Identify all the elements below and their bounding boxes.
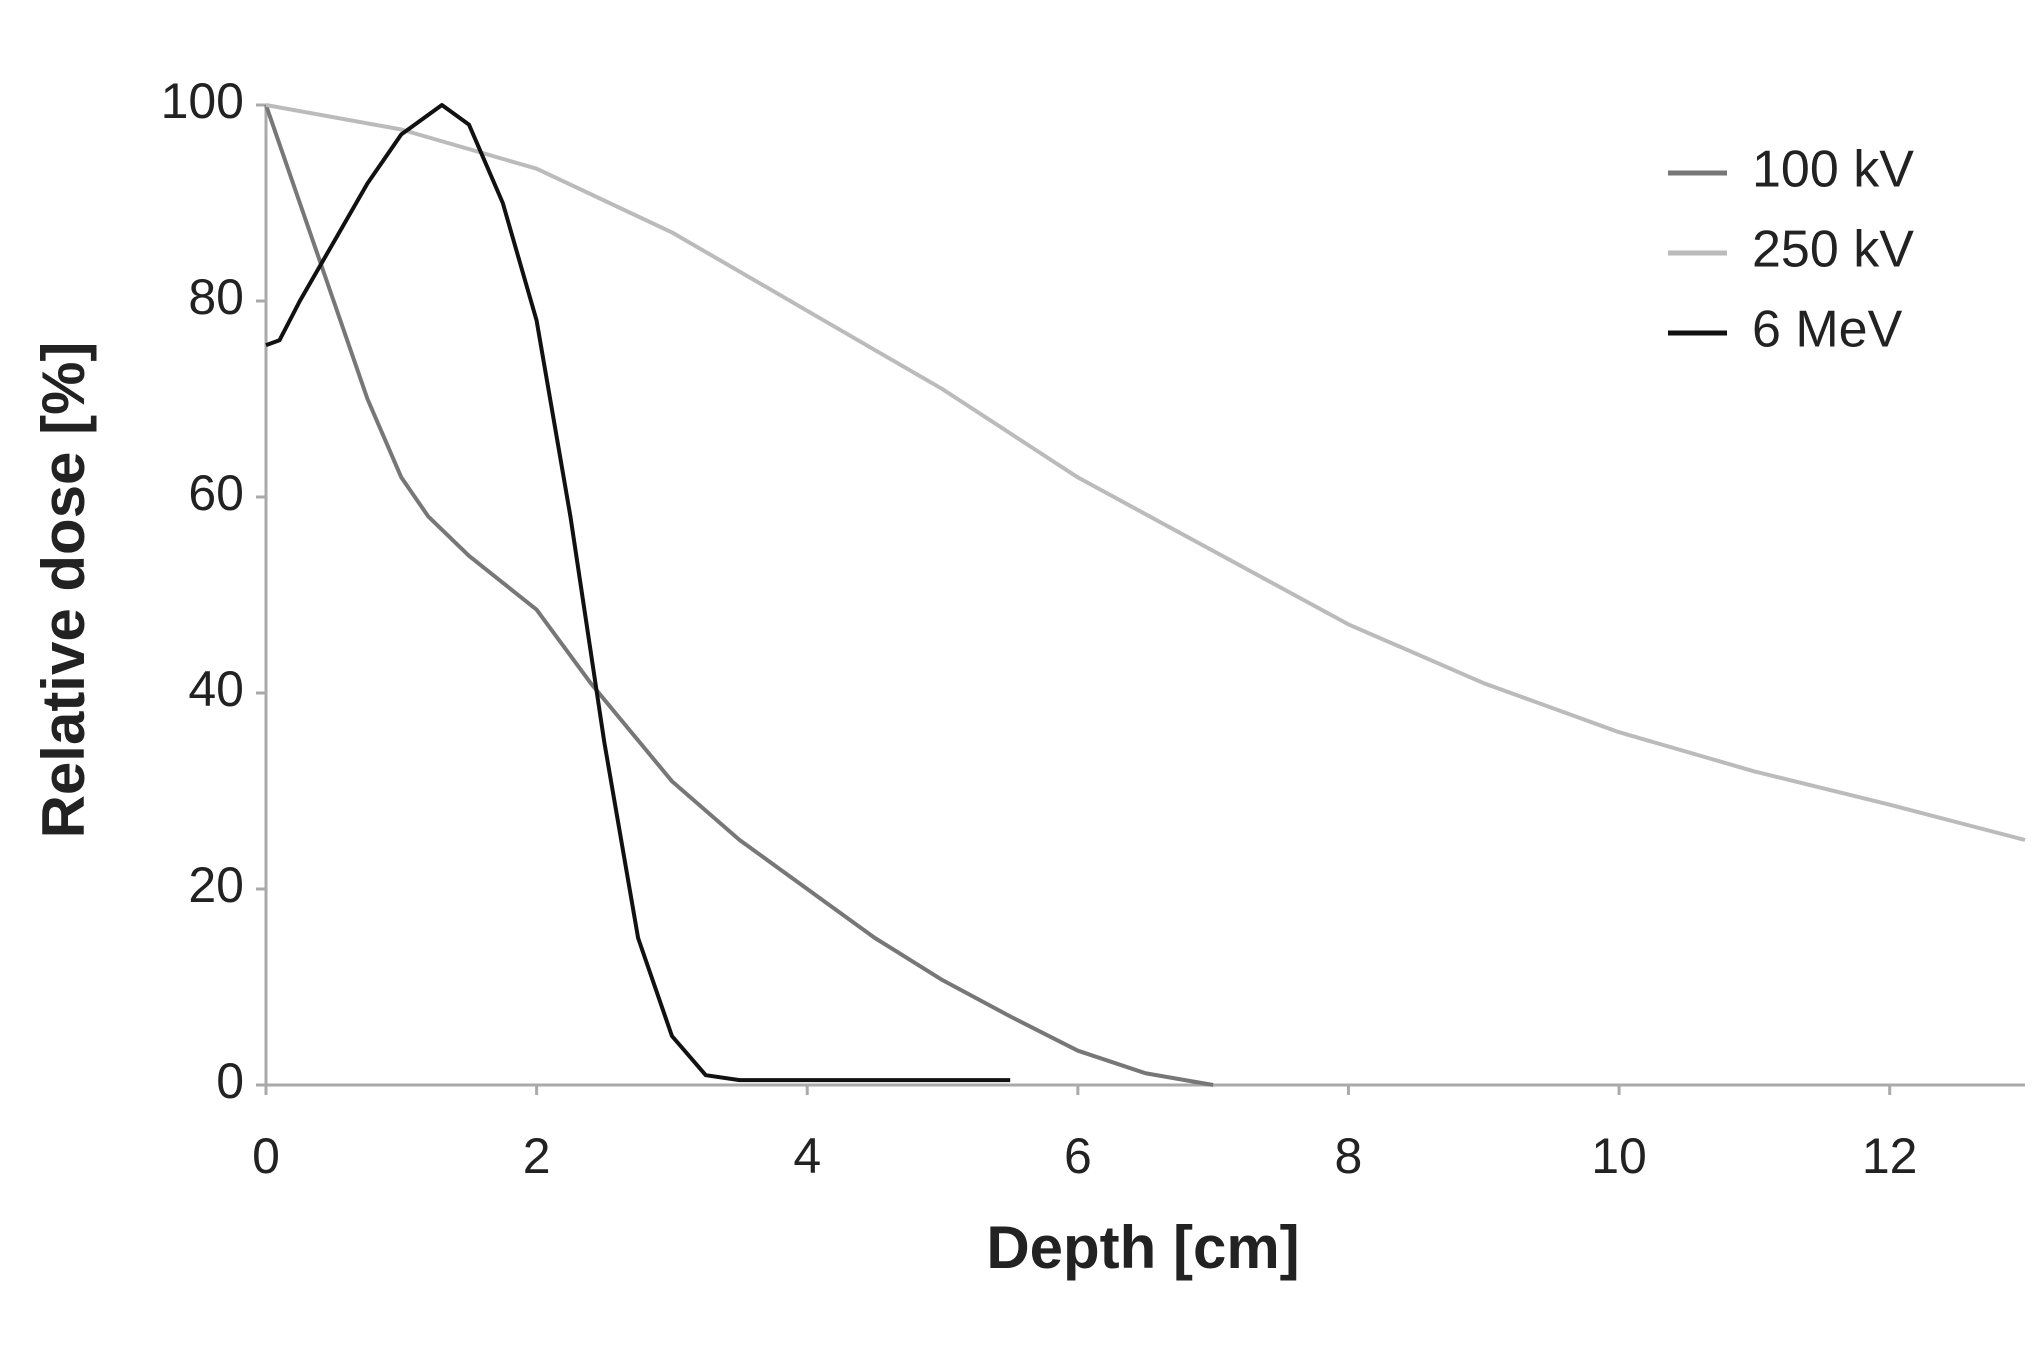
line — [265, 103, 2026, 842]
legend-label: 6 MeV — [1752, 301, 1903, 359]
y-tick-label: 0 — [216, 1053, 244, 1109]
x-tick-label: 12 — [1862, 1128, 1918, 1184]
x-tick-label: 10 — [1591, 1128, 1647, 1184]
legend-label: 250 kV — [1752, 221, 1914, 279]
line — [265, 103, 1011, 1083]
y-tick-label: 100 — [161, 73, 244, 129]
line — [264, 104, 1214, 1087]
x-axis-title: Depth [cm] — [986, 1214, 1299, 1281]
x-tick-label: 2 — [523, 1128, 551, 1184]
y-tick-label: 80 — [188, 269, 244, 325]
x-tick-label: 8 — [1335, 1128, 1363, 1184]
y-tick-label: 60 — [188, 465, 244, 521]
x-tick-label: 0 — [252, 1128, 280, 1184]
y-tick-label: 40 — [188, 661, 244, 717]
x-tick-label: 6 — [1064, 1128, 1092, 1184]
y-axis-title: Relative dose [%] — [30, 342, 97, 839]
legend-label: 100 kV — [1752, 141, 1914, 199]
y-tick-label: 20 — [188, 857, 244, 913]
x-tick-label: 4 — [793, 1128, 821, 1184]
